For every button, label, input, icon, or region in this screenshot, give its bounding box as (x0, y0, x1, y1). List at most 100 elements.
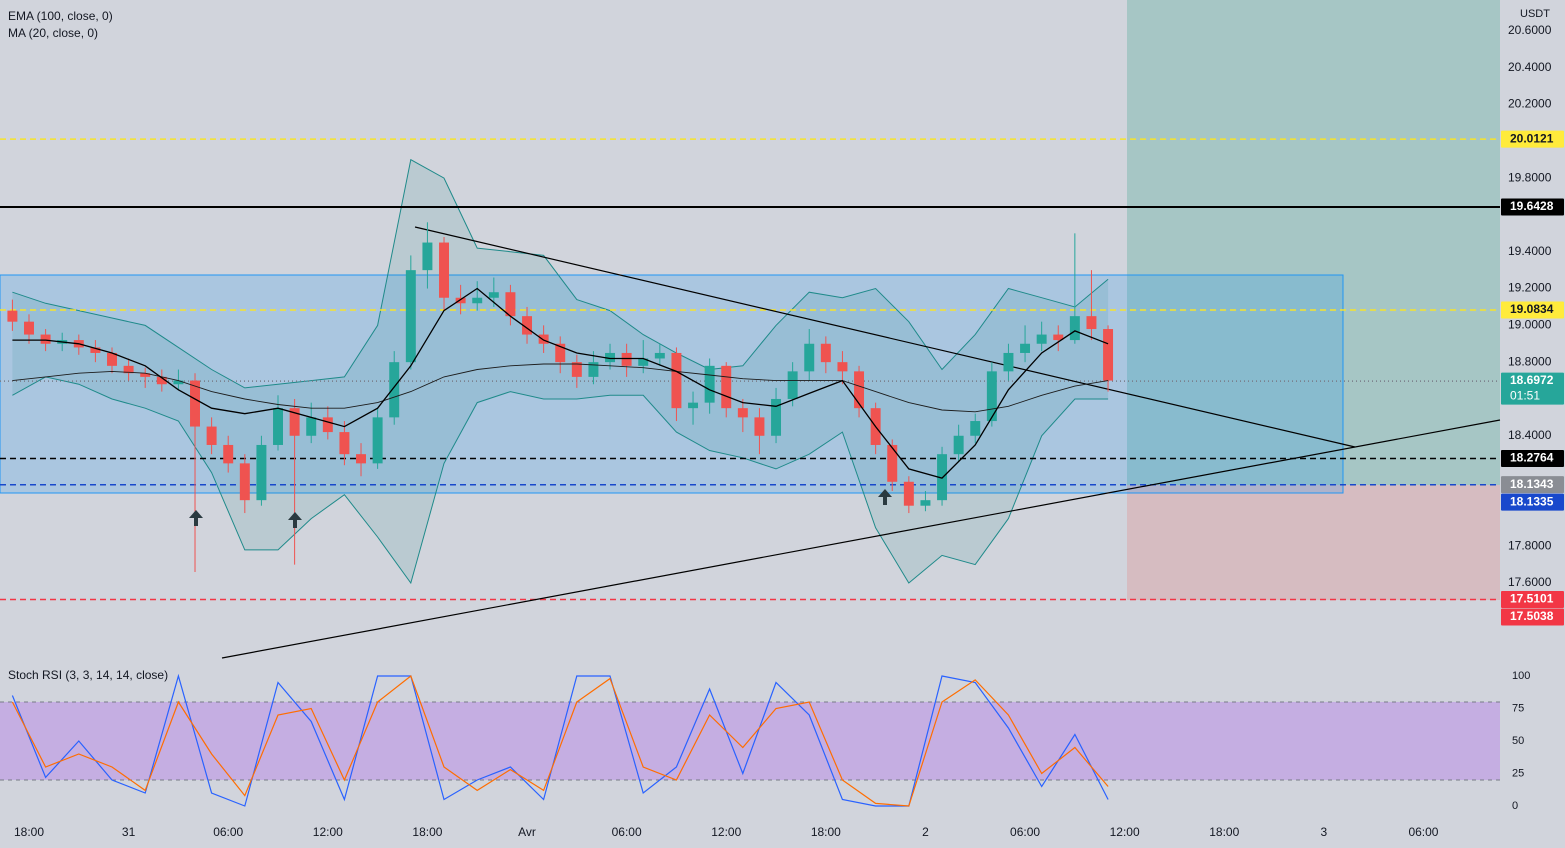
candle-body (903, 481, 914, 506)
candle-body (688, 402, 699, 409)
price-badge (1501, 198, 1564, 216)
candle-body (90, 347, 101, 353)
y-tick-label: 19.8000 (1508, 170, 1552, 184)
candle-body (654, 352, 665, 359)
candle-body (322, 417, 333, 433)
candle-body (522, 316, 533, 335)
candle-body (1003, 352, 1014, 372)
x-tick-label: 06:00 (1408, 825, 1438, 839)
candle-body (837, 362, 848, 372)
candle-body (737, 408, 748, 418)
y-tick-label: 18.8000 (1508, 354, 1552, 368)
stoch-line (11, 675, 1109, 807)
x-tick-label: 12:00 (313, 825, 343, 839)
y-tick-label: 19.2000 (1508, 281, 1552, 295)
candle-body (1069, 316, 1080, 341)
stoch-tick-label: 50 (1512, 735, 1524, 747)
candle-body (721, 365, 732, 409)
candle-body (488, 292, 499, 298)
candle-body (970, 421, 981, 436)
legend-ma: MA (20, close, 0) (8, 26, 98, 40)
x-tick-label: 18:00 (412, 825, 442, 839)
price-badge-label: 19.0834 (1510, 302, 1554, 316)
price-badge-label: 20.0121 (1510, 131, 1554, 145)
candle-body (571, 362, 582, 377)
candle-body (389, 362, 400, 418)
candle-body (439, 242, 450, 298)
band-upper (12, 158, 1109, 389)
candle-body (538, 334, 549, 344)
stop-zone (1127, 485, 1500, 600)
candle-body (422, 242, 433, 271)
candle-body (771, 398, 782, 436)
price-badge (1501, 450, 1564, 468)
candle-body (140, 373, 151, 377)
x-tick-label: 06:00 (612, 825, 642, 839)
candle-body (854, 371, 865, 409)
price-badge-label: 18.1335 (1510, 494, 1554, 508)
trendline (221, 419, 1501, 659)
y-tick-label: 19.4000 (1508, 244, 1552, 258)
x-tick-label: 18:00 (14, 825, 44, 839)
candle-body (190, 380, 200, 427)
candle-body (588, 362, 599, 377)
price-badge-label: 17.5038 (1510, 609, 1554, 623)
candle-body (671, 352, 682, 409)
candle-body (986, 371, 997, 422)
candle-body (638, 358, 649, 366)
candle-body (306, 417, 317, 436)
price-badge (1501, 130, 1564, 148)
arrow (878, 489, 892, 505)
stoch-band (0, 701, 1500, 780)
x-tick-label: 31 (122, 825, 136, 839)
y-tick-label: 19.0000 (1508, 318, 1552, 332)
candle-body (1020, 343, 1031, 353)
axis-unit: USDT (1520, 8, 1550, 20)
price-badge-label: 18.2764 (1510, 451, 1554, 465)
x-tick-label: 06:00 (213, 825, 243, 839)
candle-body (107, 352, 117, 366)
x-tick-label: 06:00 (1010, 825, 1040, 839)
candle-body (1036, 334, 1047, 344)
candle-body (754, 417, 765, 436)
candle-body (156, 376, 167, 385)
candle-body (123, 365, 134, 374)
candle-body (1086, 316, 1097, 330)
candle-body (605, 352, 616, 363)
candle-body (820, 343, 831, 363)
arrow (189, 510, 203, 526)
y-tick-label: 18.4000 (1508, 428, 1552, 442)
price-badge (1501, 608, 1564, 626)
arrow (288, 512, 302, 528)
indicator-line (12, 363, 1109, 413)
stoch-tick-label: 100 (1512, 670, 1530, 682)
candle-body (953, 435, 964, 455)
x-tick-label: 18:00 (1209, 825, 1239, 839)
stoch-tick-label: 75 (1512, 702, 1524, 714)
candle-body (621, 352, 632, 366)
candle-body (206, 426, 217, 445)
candle-body (173, 380, 184, 385)
stoch-tick-label: 25 (1512, 767, 1524, 779)
stoch-line (11, 673, 1109, 807)
candle-body (40, 334, 51, 344)
price-badge-label: 18.6972 (1510, 373, 1554, 387)
candle-body (887, 444, 898, 482)
x-tick-label: 12:00 (1110, 825, 1140, 839)
candle-body (7, 310, 18, 322)
candle-body (787, 371, 798, 399)
y-tick-label: 17.8000 (1508, 538, 1552, 552)
candle-body (804, 343, 815, 372)
price-badge (1501, 301, 1564, 319)
y-tick-label: 20.4000 (1508, 60, 1552, 74)
price-badge-label: 18.1343 (1510, 477, 1554, 491)
candle-body (555, 343, 566, 363)
candle-body (372, 417, 383, 464)
x-tick-label: 12:00 (711, 825, 741, 839)
trendline (414, 226, 1356, 448)
candle-body (1103, 329, 1114, 381)
candle-body (455, 297, 466, 304)
candle-body (405, 270, 416, 363)
